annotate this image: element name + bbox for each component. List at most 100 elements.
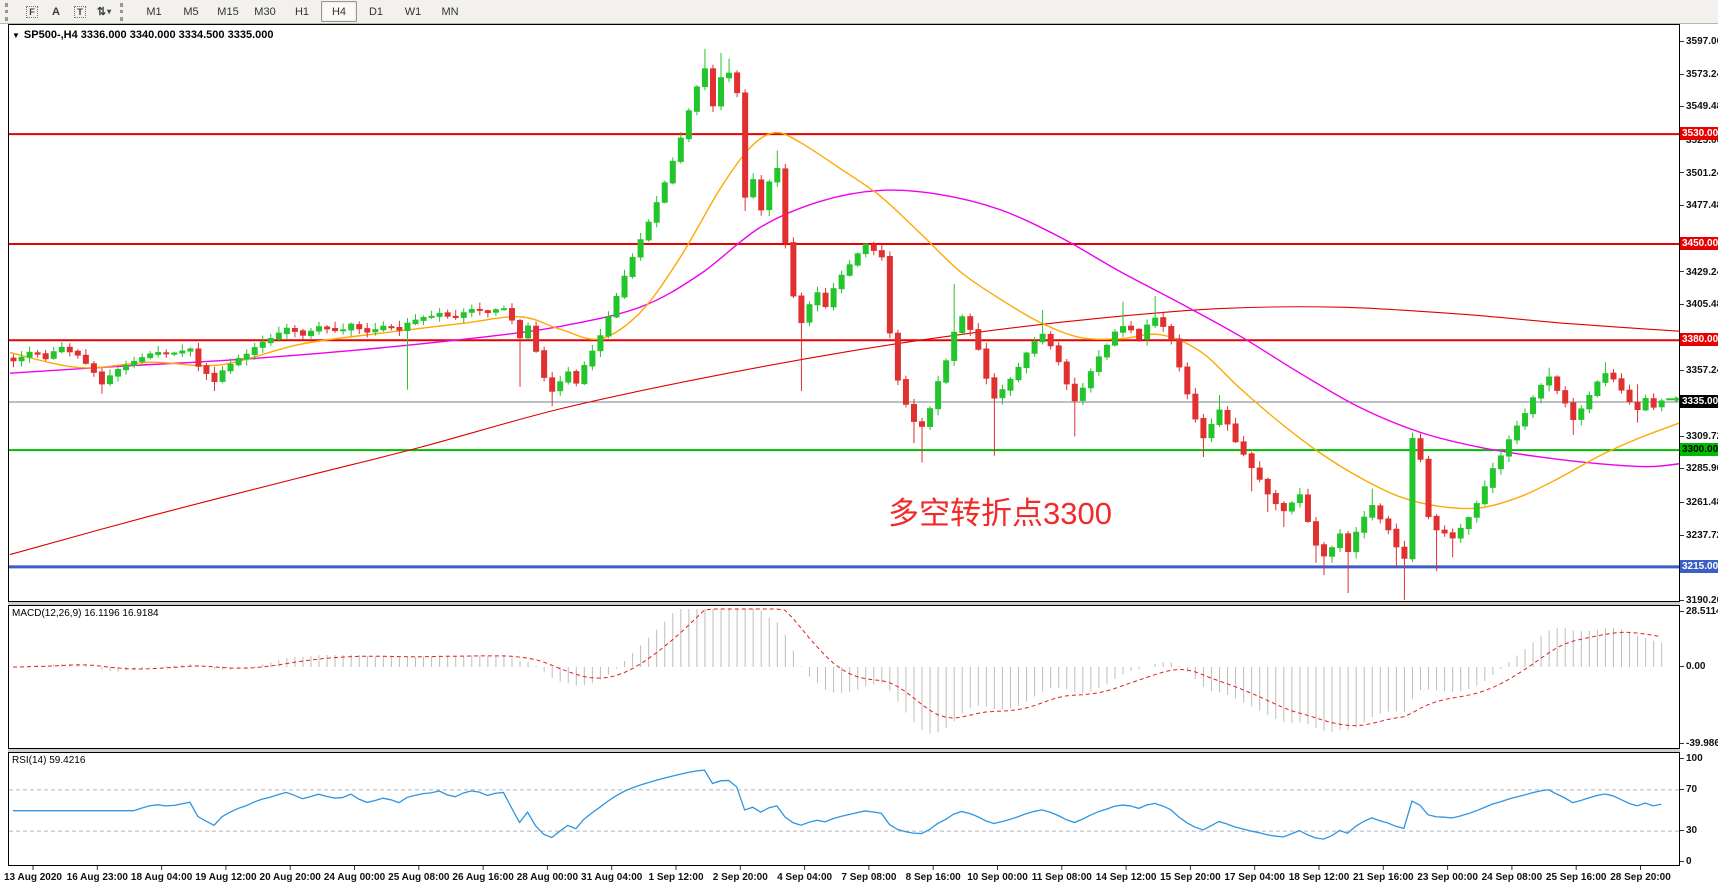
crosshair-arrows-icon[interactable]: ⇅ ▾ <box>96 6 112 18</box>
toolbar: F A T ⇅ ▾ M1 M5 M15 M30 H1 H4 D1 W1 MN <box>0 0 1718 24</box>
axis-tick-icon <box>1680 757 1684 759</box>
time-tick-label: 2 Sep 20:00 <box>712 872 768 883</box>
panel-divider[interactable] <box>8 602 1680 605</box>
dropdown-caret-icon[interactable]: ▾ <box>107 7 112 16</box>
axis-tick-icon <box>1680 205 1684 207</box>
rsi-label: RSI(14) 59.4216 <box>12 755 86 766</box>
time-tick-label: 24 Aug 00:00 <box>323 872 386 883</box>
text-box-icon[interactable]: T <box>69 2 91 22</box>
rsi-value: 59.4216 <box>49 755 86 766</box>
axis-tick-icon <box>1680 106 1684 108</box>
macd-scale-label: -39.9869 <box>1680 738 1718 749</box>
time-tick-label: 31 Aug 04:00 <box>581 872 643 883</box>
price-tick-label: 3237.72 <box>1680 530 1718 541</box>
price-tick-label: 3477.48 <box>1680 200 1718 211</box>
timeframe-button-m15[interactable]: M15 <box>217 5 239 18</box>
macd-plot[interactable] <box>9 606 1679 748</box>
price-tick-label: 3285.96 <box>1680 463 1718 474</box>
macd-scale-label: 28.5114 <box>1680 606 1718 617</box>
time-axis[interactable]: 13 Aug 2020 16 Aug 23:00 18 Aug 04:00 19 Au… <box>4 866 1680 892</box>
price-tick-label: 3501.24 <box>1680 168 1718 179</box>
axis-tick-icon <box>1680 40 1684 42</box>
price-chart-panel[interactable] <box>8 24 1680 602</box>
collapse-triangle-icon[interactable]: ▼ <box>12 31 20 40</box>
price-tick-label: 3190.20 <box>1680 595 1718 606</box>
price-tick-label: 3597.00 <box>1680 36 1718 47</box>
time-tick-label: 24 Sep 08:00 <box>1481 872 1543 883</box>
time-tick-label: 19 Aug 12:00 <box>195 872 257 883</box>
price-tick-label: 3405.48 <box>1680 299 1718 310</box>
price-level-badge-3215-00: 3215.00 <box>1680 559 1718 573</box>
axis-tick-icon <box>1680 73 1684 75</box>
macd-label: MACD(12,26,9) 16.1196 16.9184 <box>12 608 159 619</box>
price-tick-label: 3309.72 <box>1680 431 1718 442</box>
candlestick-chart[interactable] <box>9 25 1679 601</box>
price-tick-label: 3429.24 <box>1680 267 1718 278</box>
rsi-panel[interactable] <box>8 752 1680 866</box>
time-tick-label: 17 Sep 04:00 <box>1224 872 1285 883</box>
axis-tick-icon <box>1680 370 1684 372</box>
time-tick-label: 25 Aug 08:00 <box>388 872 450 883</box>
time-tick-label: 18 Aug 04:00 <box>130 872 193 883</box>
timeframe-toolbar-handle[interactable] <box>120 2 131 21</box>
timeframe-button-m30[interactable]: M30 <box>254 5 276 18</box>
axis-tick-icon <box>1680 534 1684 536</box>
timeframe-button-h1[interactable]: H1 <box>294 5 310 18</box>
time-tick-label: 10 Sep 00:00 <box>967 872 1028 883</box>
axis-tick-icon <box>1680 788 1684 790</box>
time-tick-label: 25 Sep 16:00 <box>1545 872 1607 883</box>
time-tick-label: 20 Aug 20:00 <box>259 872 321 883</box>
label-a-icon[interactable]: A <box>52 5 60 18</box>
timeframe-button-d1[interactable]: D1 <box>368 5 384 18</box>
axis-tick-icon <box>1680 435 1684 437</box>
time-tick-label: 14 Sep 12:00 <box>1095 872 1157 883</box>
price-level-badge-3450-00: 3450.00 <box>1680 236 1718 250</box>
macd-values: 16.1196 16.9184 <box>84 608 159 619</box>
axis-tick-icon <box>1680 860 1684 862</box>
time-tick-label: 23 Sep 00:00 <box>1417 872 1478 883</box>
axis-tick-icon <box>1680 599 1684 601</box>
price-level-badge-3530-00: 3530.00 <box>1680 127 1718 141</box>
time-ticks <box>32 866 1641 870</box>
axis-tick-icon <box>1680 501 1684 503</box>
toolbar-drag-handle[interactable] <box>5 2 16 21</box>
timeframe-button-h4[interactable]: H4 <box>321 1 357 22</box>
panel-divider[interactable] <box>8 749 1680 752</box>
chart-annotation-text: 多空转折点3300 <box>888 496 1112 531</box>
time-tick-label: 1 Sep 12:00 <box>648 872 704 883</box>
time-tick-label: 16 Aug 23:00 <box>66 872 128 883</box>
price-level-badge-3300-00: 3300.00 <box>1680 443 1718 457</box>
rsi-plot[interactable] <box>9 753 1679 865</box>
macd-panel[interactable] <box>8 605 1680 749</box>
time-tick-label: 8 Sep 16:00 <box>905 872 961 883</box>
price-axis[interactable]: 3597.003573.243549.483525.003501.243477.… <box>1680 24 1718 892</box>
axis-tick-icon <box>1680 304 1684 306</box>
timeframe-button-mn[interactable]: MN <box>441 5 459 18</box>
timeframe-button-m1[interactable]: M1 <box>146 5 162 18</box>
rsi-scale-label: 0 <box>1680 856 1692 867</box>
price-tick-label: 3573.24 <box>1680 69 1718 80</box>
timeframe-button-m5[interactable]: M5 <box>183 5 199 18</box>
time-tick-label: 26 Aug 16:00 <box>452 872 514 883</box>
price-tick-label: 3357.24 <box>1680 365 1718 376</box>
axis-tick-icon <box>1680 829 1684 831</box>
font-grid-icon[interactable]: F <box>21 2 43 22</box>
axis-tick-icon <box>1680 665 1684 667</box>
time-tick-label: 18 Sep 12:00 <box>1288 872 1350 883</box>
axis-tick-icon <box>1680 271 1684 273</box>
time-tick-label: 13 Aug 2020 <box>4 872 62 883</box>
time-tick-label: 28 Sep 20:00 <box>1610 872 1671 883</box>
price-tick-label: 3549.48 <box>1680 101 1718 112</box>
time-tick-label: 21 Sep 16:00 <box>1352 872 1414 883</box>
price-tick-label: 3261.48 <box>1680 497 1718 508</box>
timeframe-button-w1[interactable]: W1 <box>404 5 422 18</box>
time-tick-label: 4 Sep 04:00 <box>777 872 833 883</box>
symbol-ohlc-line: ▼ SP500-,H4 3336.000 3340.000 3334.500 33… <box>12 29 274 41</box>
time-tick-label: 28 Aug 00:00 <box>516 872 579 883</box>
rsi-scale-label: 30 <box>1680 825 1697 836</box>
axis-tick-icon <box>1680 610 1684 612</box>
axis-tick-icon <box>1680 172 1684 174</box>
axis-tick-icon <box>1680 743 1684 745</box>
time-tick-label: 7 Sep 08:00 <box>841 872 897 883</box>
